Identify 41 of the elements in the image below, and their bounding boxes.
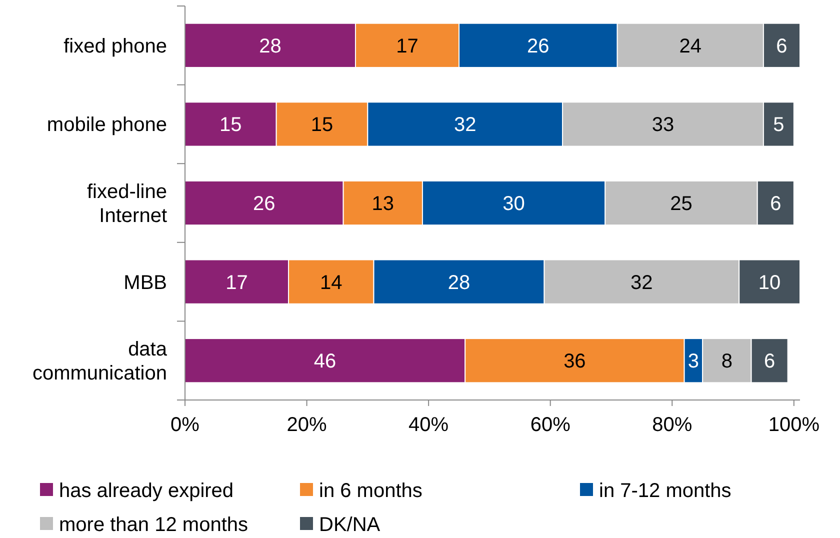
data-label: 32 [630,272,653,294]
x-tick-label: 100% [768,414,820,436]
data-label: 10 [758,272,781,294]
data-label: 26 [253,193,276,215]
data-label: 30 [502,193,525,215]
data-label: 6 [776,35,788,58]
y-tick-label: MBB [124,272,167,294]
data-label: 25 [670,193,692,215]
data-label: 6 [770,193,782,215]
x-tick-label: 80% [652,414,692,436]
y-tick-label: data communication [32,338,168,385]
data-label: 28 [448,272,470,294]
data-label: 14 [320,272,342,294]
data-label: 15 [220,114,242,136]
legend-label: more than 12 months [59,514,248,536]
data-label: 6 [764,350,776,373]
data-label: 32 [454,114,476,136]
data-label: 15 [310,114,334,136]
data-label: 5 [773,114,784,136]
data-label: 3 [688,350,700,373]
legend-label: in 7-12 months [599,480,732,502]
data-label: 17 [226,272,248,294]
x-tick-label: 20% [286,414,328,436]
data-label: 28 [259,35,282,58]
x-tick-label: 40% [408,414,449,436]
x-tick-label: 60% [530,414,571,436]
data-label: 17 [396,35,418,58]
x-tick-label: 0% [170,414,200,436]
data-label: 36 [564,350,586,373]
legend-label: in 6 months [319,480,422,502]
data-label: 13 [372,193,394,215]
y-tick-label: mobile phone [46,114,167,136]
y-tick-label: fixed-line Internet [86,181,168,227]
data-label: 26 [527,35,550,58]
data-label: 24 [679,35,702,58]
data-label: 46 [314,350,336,373]
data-label: 33 [652,114,674,136]
legend-label: DK/NA [319,514,381,536]
data-label: 8 [721,350,732,373]
y-tick-label: fixed phone [64,35,167,58]
legend-label: has already expired [59,480,234,502]
